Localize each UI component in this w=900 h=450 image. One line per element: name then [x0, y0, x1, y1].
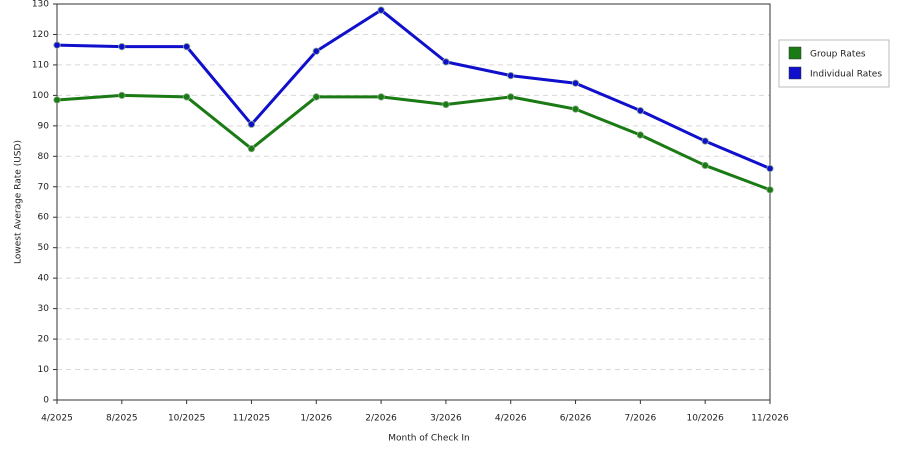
y-tick-label: 120	[32, 30, 49, 40]
y-tick-label: 10	[38, 365, 50, 375]
y-tick-label: 20	[38, 335, 50, 345]
x-tick-label: 11/2025	[233, 414, 270, 424]
data-point	[701, 137, 709, 145]
x-tick-label: 11/2026	[751, 414, 789, 424]
x-tick-label: 2/2026	[365, 414, 397, 424]
x-tick-label: 6/2026	[560, 414, 592, 424]
legend-label: Group Rates	[810, 50, 866, 60]
data-point	[636, 131, 644, 139]
data-point	[118, 91, 126, 99]
data-point	[377, 6, 385, 14]
data-point	[183, 43, 191, 51]
data-point	[571, 79, 580, 87]
data-point	[377, 93, 385, 101]
x-tick-label: 10/2026	[686, 414, 724, 424]
data-point	[312, 47, 320, 55]
legend-label: Individual Rates	[810, 70, 882, 80]
data-point	[571, 105, 580, 113]
y-tick-label: 50	[38, 243, 50, 253]
y-tick-label: 40	[38, 274, 50, 284]
data-point	[636, 107, 644, 115]
x-tick-label: 3/2026	[430, 414, 462, 424]
data-point	[247, 145, 256, 153]
data-point	[53, 41, 61, 49]
series-line	[56, 8, 771, 170]
legend-swatch	[788, 66, 802, 80]
x-tick-label: 4/2025	[41, 414, 73, 424]
legend-swatch	[788, 46, 802, 60]
data-point	[183, 93, 191, 101]
y-axis-label: Lowest Average Rate (USD)	[14, 140, 24, 264]
y-tick-label: 60	[38, 213, 50, 223]
data-point	[442, 100, 450, 109]
x-tick-label: 8/2025	[106, 414, 138, 424]
x-tick-label: 10/2025	[168, 414, 205, 424]
x-axis-label: Month of Check In	[388, 434, 470, 444]
y-tick-label: 80	[38, 152, 50, 162]
data-point	[766, 186, 774, 194]
data-point	[247, 120, 256, 128]
series-line	[56, 93, 771, 192]
y-tick-label: 130	[32, 0, 49, 10]
y-tick-label: 100	[32, 91, 49, 101]
data-point	[442, 58, 450, 66]
y-tick-label: 70	[38, 182, 50, 192]
y-tick-label: 90	[38, 121, 50, 131]
data-point	[118, 43, 126, 51]
data-point	[766, 164, 774, 173]
plot-frame	[56, 3, 771, 401]
data-point	[312, 93, 320, 101]
y-tick-label: 30	[38, 304, 50, 314]
x-tick-label: 1/2026	[300, 414, 332, 424]
x-tick-label: 4/2026	[495, 414, 527, 424]
data-point	[507, 71, 515, 80]
data-point	[701, 161, 709, 170]
y-tick-label: 0	[43, 396, 49, 406]
x-tick-label: 7/2026	[625, 414, 657, 424]
y-tick-label: 110	[32, 60, 49, 70]
data-point	[507, 93, 515, 101]
data-point	[53, 96, 61, 104]
